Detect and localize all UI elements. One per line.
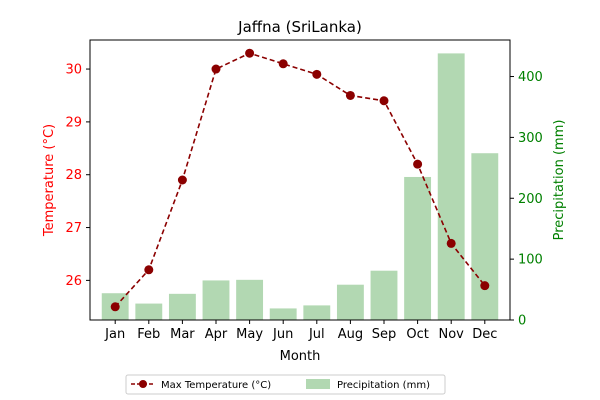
legend-bar-swatch xyxy=(306,379,330,389)
x-axis-label: Month xyxy=(280,349,321,364)
temperature-point-sep xyxy=(379,96,389,106)
left-tick-label: 29 xyxy=(65,115,82,130)
right-axis-label: Precipitation (mm) xyxy=(552,120,567,241)
x-tick-label: Jun xyxy=(272,327,293,342)
x-axis-ticks: Jan Feb Mar Apr May Jun Jul Aug Sep Oct Nov Dec xyxy=(104,320,497,342)
right-axis-ticks: 0 100 200 300 400 xyxy=(510,70,543,329)
right-tick-label: 100 xyxy=(518,253,543,268)
temperature-point-jan xyxy=(110,302,120,312)
legend: Max Temperature (°C) Precipitation (mm) xyxy=(125,374,446,395)
temperature-point-dec xyxy=(480,281,490,291)
x-tick-label: Mar xyxy=(170,327,195,342)
precipitation-bar-aug xyxy=(336,284,364,320)
right-tick-label: 300 xyxy=(518,131,543,146)
precipitation-bar-may xyxy=(236,279,264,320)
legend-label-precipitation: Precipitation (mm) xyxy=(337,380,430,391)
precipitation-bar-feb xyxy=(135,303,163,320)
legend-box xyxy=(125,374,446,395)
temperature-line-group xyxy=(110,48,490,312)
x-tick-label: Aug xyxy=(338,327,363,342)
plot-frame xyxy=(89,39,511,321)
legend-line-marker xyxy=(139,380,147,388)
temperature-point-jul xyxy=(312,69,322,79)
precipitation-bar-sep xyxy=(370,270,398,320)
x-tick-label: Jul xyxy=(308,327,325,342)
left-axis-ticks: 26 27 28 29 30 xyxy=(65,63,90,289)
left-tick-label: 28 xyxy=(65,168,82,183)
x-tick-label: Sep xyxy=(372,327,397,342)
x-tick-label: Feb xyxy=(137,327,160,342)
temperature-point-may xyxy=(245,48,255,58)
precipitation-bar-jun xyxy=(269,308,297,320)
precipitation-bar-mar xyxy=(168,293,196,320)
left-tick-label: 27 xyxy=(65,221,82,236)
temperature-line xyxy=(114,52,486,308)
left-tick-label: 30 xyxy=(65,63,82,78)
temperature-point-feb xyxy=(144,265,154,275)
temperature-point-apr xyxy=(211,64,221,74)
temperature-point-mar xyxy=(177,175,187,185)
x-tick-label: Apr xyxy=(205,327,228,342)
x-tick-label: Dec xyxy=(472,327,497,342)
chart-title: Jaffna (SriLanka) xyxy=(237,18,362,36)
left-axis-label: Temperature (°C) xyxy=(42,124,57,237)
precipitation-bar-oct xyxy=(404,176,432,320)
right-tick-label: 200 xyxy=(518,192,543,207)
left-tick-label: 26 xyxy=(65,274,82,289)
precipitation-bar-nov xyxy=(437,53,465,320)
x-tick-label: Jan xyxy=(104,327,125,342)
temperature-point-aug xyxy=(345,90,355,100)
legend-label-temperature: Max Temperature (°C) xyxy=(161,380,271,391)
precipitation-bar-jul xyxy=(303,305,331,320)
x-tick-label: May xyxy=(236,327,263,342)
precipitation-bar-dec xyxy=(471,153,499,320)
temperature-point-nov xyxy=(446,238,456,248)
right-tick-label: 0 xyxy=(518,314,526,329)
precipitation-bars xyxy=(101,53,499,320)
temperature-point-oct xyxy=(413,159,423,169)
precipitation-bar-apr xyxy=(202,280,230,320)
x-tick-label: Nov xyxy=(439,327,465,342)
temperature-point-jun xyxy=(278,59,288,69)
x-tick-label: Oct xyxy=(406,327,428,342)
right-tick-label: 400 xyxy=(518,70,543,85)
